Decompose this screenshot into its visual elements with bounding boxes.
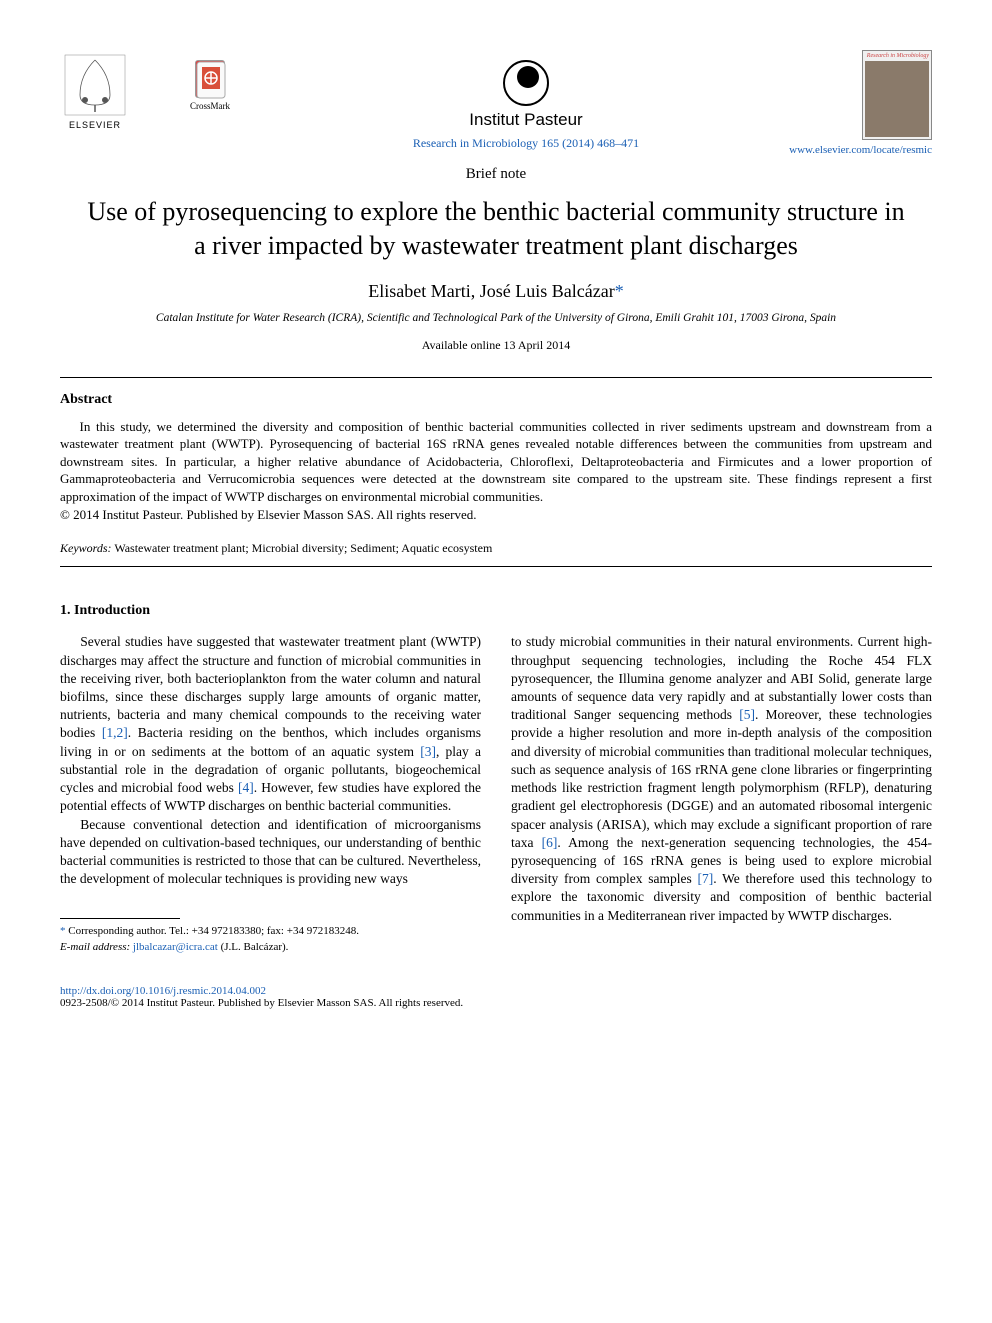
divider-top: [60, 377, 932, 378]
pasteur-logo-icon: [503, 60, 549, 106]
journal-cover-title: Research in Microbiology: [865, 53, 929, 59]
article-title: Use of pyrosequencing to explore the ben…: [80, 195, 912, 263]
ref-link-5[interactable]: [5]: [739, 707, 755, 722]
crossmark-label: CrossMark: [190, 101, 230, 111]
crossmark-badge[interactable]: CrossMark: [190, 60, 230, 111]
affiliation: Catalan Institute for Water Research (IC…: [60, 312, 932, 324]
journal-link[interactable]: www.elsevier.com/locate/resmic: [789, 144, 932, 156]
authors: Elisabet Marti, José Luis Balcázar*: [60, 281, 932, 302]
header-row: ELSEVIER CrossMark Institut Pasteur Rese…: [60, 50, 932, 156]
para-2b: to study microbial communities in their …: [511, 633, 932, 925]
pasteur-name: Institut Pasteur: [469, 110, 582, 130]
citation-line[interactable]: Research in Microbiology 165 (2014) 468–…: [413, 136, 639, 151]
ref-link-3[interactable]: [3]: [420, 744, 436, 759]
corresponding-note: * Corresponding author. Tel.: +34 972183…: [60, 924, 481, 939]
abstract-block: Abstract In this study, we determined th…: [60, 392, 932, 524]
email-label: E-mail address:: [60, 941, 130, 953]
issn-copyright: 0923-2508/© 2014 Institut Pasteur. Publi…: [60, 997, 932, 1009]
section-heading-intro: 1. Introduction: [60, 603, 932, 619]
crossmark-icon: [195, 60, 225, 98]
journal-cover[interactable]: Research in Microbiology: [862, 50, 932, 140]
pasteur-block: Institut Pasteur Research in Microbiolog…: [230, 60, 822, 151]
ref-link-7[interactable]: [7]: [697, 871, 713, 886]
pasteur-logo: Institut Pasteur: [469, 60, 582, 130]
abstract-text: In this study, we determined the diversi…: [60, 418, 932, 506]
email-suffix: (J.L. Balcázar).: [218, 941, 289, 953]
elsevier-label: ELSEVIER: [69, 120, 121, 130]
body-columns: Several studies have suggested that wast…: [60, 633, 932, 955]
footnote-rule: [60, 918, 180, 919]
available-date: Available online 13 April 2014: [60, 338, 932, 353]
article-type: Brief note: [60, 166, 932, 183]
doi-link[interactable]: http://dx.doi.org/10.1016/j.resmic.2014.…: [60, 985, 266, 997]
authors-text: Elisabet Marti, José Luis Balcázar: [368, 281, 614, 301]
ref-link-4[interactable]: [4]: [238, 780, 254, 795]
divider-bottom: [60, 566, 932, 567]
abstract-heading: Abstract: [60, 392, 932, 408]
para-1: Several studies have suggested that wast…: [60, 633, 481, 815]
email-link[interactable]: jlbalcazar@icra.cat: [133, 941, 218, 953]
elsevier-logo[interactable]: ELSEVIER: [60, 50, 130, 130]
corresponding-marker[interactable]: *: [615, 281, 624, 301]
doi-block: http://dx.doi.org/10.1016/j.resmic.2014.…: [60, 985, 932, 1009]
abstract-copyright: © 2014 Institut Pasteur. Published by El…: [60, 507, 932, 523]
journal-cover-image: [865, 61, 929, 137]
email-line: E-mail address: jlbalcazar@icra.cat (J.L…: [60, 940, 481, 955]
para-2a: Because conventional detection and ident…: [60, 816, 481, 889]
footnote-block: * Corresponding author. Tel.: +34 972183…: [60, 924, 481, 955]
keywords-label: Keywords:: [60, 541, 112, 555]
keywords-text: Wastewater treatment plant; Microbial di…: [112, 541, 493, 555]
journal-cover-block: Research in Microbiology www.elsevier.co…: [822, 50, 932, 156]
keywords-block: Keywords: Wastewater treatment plant; Mi…: [60, 541, 932, 556]
ref-link-6[interactable]: [6]: [542, 835, 558, 850]
ref-link-1-2[interactable]: [1,2]: [102, 725, 128, 740]
